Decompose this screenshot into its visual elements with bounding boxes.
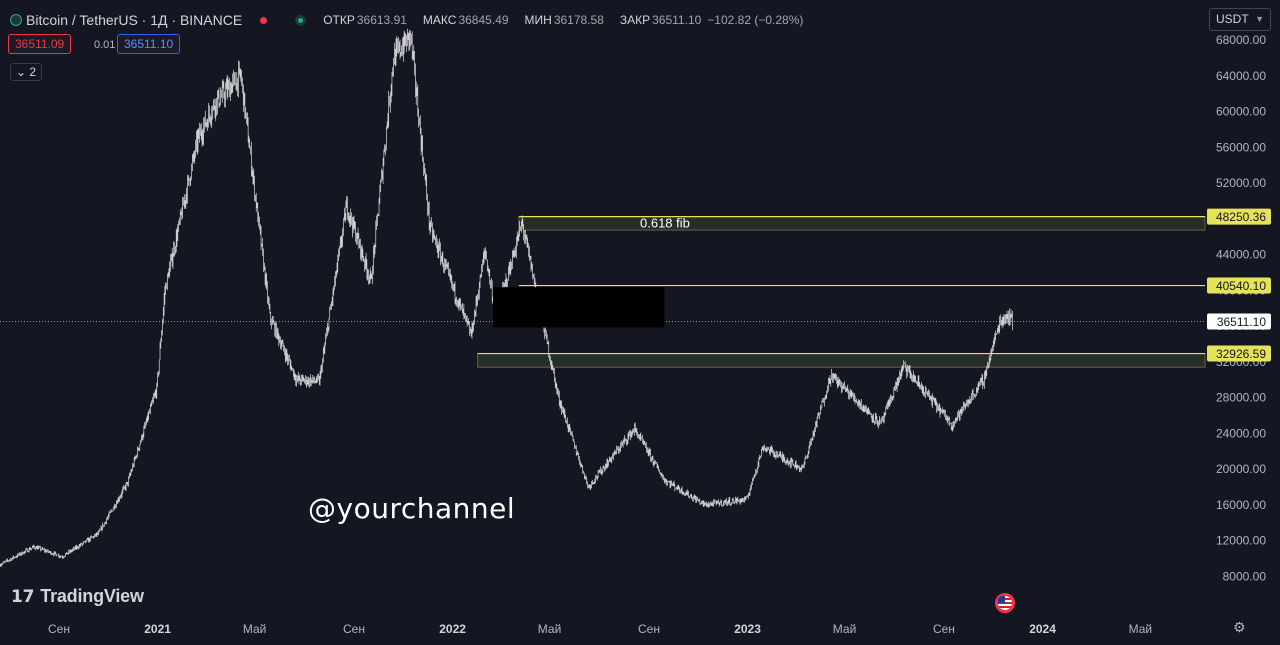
tradingview-mark-icon: 17 <box>11 586 35 607</box>
spread-value: 0.01 <box>94 39 116 51</box>
high-label: МАКС <box>422 13 457 27</box>
gear-icon[interactable]: ⚙ <box>1233 620 1246 636</box>
low-value: 36178.58 <box>553 13 604 27</box>
x-tick-label: 2021 <box>144 622 171 636</box>
logo-text: TradingView <box>40 586 144 606</box>
chevron-down-icon: ▼ <box>1255 14 1264 24</box>
indicators-count: 2 <box>29 65 37 79</box>
close-value: 36511.10 <box>652 13 702 27</box>
x-tick-label: Сен <box>638 622 660 636</box>
x-tick-label: 2023 <box>734 622 761 636</box>
y-tick-label: 8000.00 <box>1223 569 1267 583</box>
data-status-icon[interactable] <box>295 14 307 26</box>
candles-group <box>0 28 1013 567</box>
y-tick-label: 60000.00 <box>1216 105 1266 119</box>
level-badge-label-2: 32926.59 <box>1216 347 1266 361</box>
x-tick-label: Сен <box>48 622 70 636</box>
x-tick-label: 2022 <box>439 622 466 636</box>
level-badge-label-0: 48250.36 <box>1216 210 1266 224</box>
bitcoin-icon <box>10 14 22 26</box>
currency-select[interactable]: USDT ▼ <box>1209 8 1271 31</box>
sell-price-button[interactable]: 36511.09 <box>8 34 72 54</box>
x-tick-label: 2024 <box>1029 622 1056 636</box>
y-tick-label: 16000.00 <box>1216 498 1266 512</box>
current-price-badge <box>1207 313 1271 330</box>
x-tick-label: Сен <box>343 622 365 636</box>
x-tick-label: Май <box>243 622 267 636</box>
y-tick-label: 52000.00 <box>1216 176 1266 190</box>
tradingview-logo: 17 TradingView <box>11 586 144 607</box>
y-tick-label: 28000.00 <box>1216 391 1266 405</box>
us-flag-event-icon[interactable] <box>995 593 1015 613</box>
close-label: ЗАКР <box>619 13 651 27</box>
chevron-down-icon: ⌄ <box>16 65 27 79</box>
x-tick-label: Май <box>538 622 562 636</box>
level-badge-label-1: 40540.10 <box>1216 279 1266 293</box>
market-closed-dot-icon <box>260 16 268 24</box>
change-value: −102.82 (−0.28%) <box>707 13 804 27</box>
y-tick-label: 64000.00 <box>1216 69 1266 83</box>
current-price-badge-label: 36511.10 <box>1217 315 1266 329</box>
chart-header: Bitcoin / TetherUS · 1Д · BINANCE ОТКР 36… <box>10 11 803 29</box>
high-value: 36845.49 <box>458 13 509 27</box>
open-label: ОТКР <box>323 13 355 27</box>
buy-price-button[interactable]: 36511.10 <box>117 34 181 54</box>
y-tick-label: 44000.00 <box>1216 248 1266 262</box>
level-badge-1 <box>1207 277 1271 294</box>
x-tick-label: Май <box>833 622 857 636</box>
y-tick-label: 24000.00 <box>1216 426 1266 440</box>
channel-watermark: @yourchannel <box>308 492 516 525</box>
fib-label: 0.618 fib <box>640 216 690 231</box>
low-label: МИН <box>524 13 552 27</box>
level-zone-2 <box>477 353 1206 368</box>
level-badge-2 <box>1207 345 1271 362</box>
redaction-box <box>492 287 665 328</box>
symbol-title[interactable]: Bitcoin / TetherUS · 1Д · BINANCE <box>26 12 243 28</box>
y-tick-label: 12000.00 <box>1216 534 1266 548</box>
open-value: 36613.91 <box>356 13 407 27</box>
y-tick-label: 68000.00 <box>1216 33 1266 47</box>
level-zone-0 <box>518 216 1206 231</box>
y-tick-label: 56000.00 <box>1216 140 1266 154</box>
x-tick-label: Сен <box>933 622 955 636</box>
y-tick-label: 20000.00 <box>1216 462 1266 476</box>
x-tick-label: Май <box>1129 622 1153 636</box>
currency-label: USDT <box>1216 12 1249 26</box>
indicators-toggle[interactable]: ⌄ 2 <box>10 63 43 81</box>
level-badge-0 <box>1207 208 1271 225</box>
